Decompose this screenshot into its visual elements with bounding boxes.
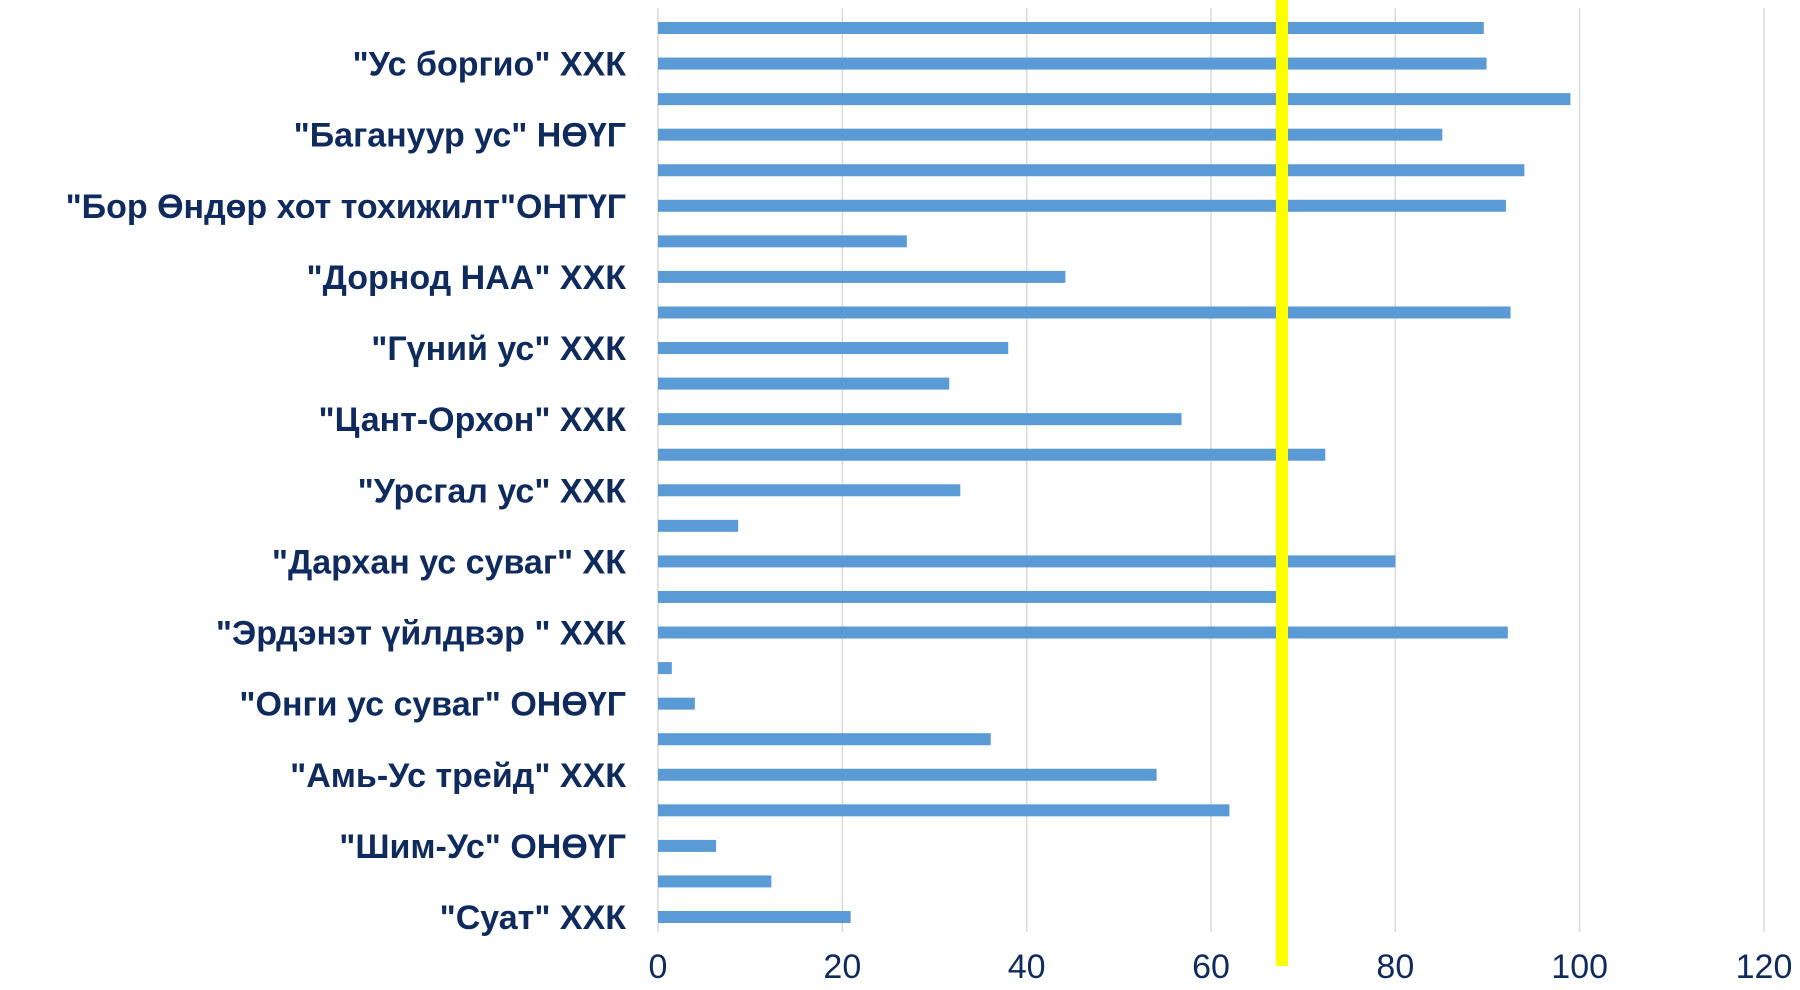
bar [658,768,1157,781]
bars [658,22,1571,923]
bar [658,590,1288,603]
bar [658,484,961,497]
category-label: "Дорнод НАА" ХХК [306,259,626,297]
x-tick-label: 80 [1376,948,1414,986]
bar [658,839,717,852]
x-tick-label: 0 [649,948,668,986]
category-label: "Суат" ХХК [440,899,627,937]
bar [658,519,739,532]
category-label: "Багануур ус" НӨҮГ [294,117,626,155]
category-label: "Гүний ус" ХХК [371,330,626,368]
bar [658,804,1230,817]
bar [658,199,1506,212]
category-label: "Амь-Ус трейд" ХХК [290,757,626,795]
bar [658,626,1508,639]
bar [658,342,1009,355]
bar [658,911,851,923]
bar [658,377,950,390]
bar [658,413,1182,426]
bar [658,93,1571,106]
bar [658,306,1511,319]
category-label: "Дархан ус суваг" ХК [272,543,626,581]
bar [658,448,1326,461]
bar [658,235,907,248]
x-tick-label: 20 [823,948,861,986]
bar [658,733,991,746]
x-tick-label: 40 [1008,948,1046,986]
bar [658,22,1484,34]
category-label: "Бор Өндөр хот тохижилт"ОНТҮГ [66,188,626,226]
category-label: "Онги ус суваг" ОНӨҮГ [239,686,626,724]
category-label: "Шим-Ус" ОНӨҮГ [339,828,626,866]
x-tick-labels: 0 20 40 60 80 100 120 [649,948,1793,986]
category-label: "Урсгал ус" ХХК [358,472,627,510]
x-tick-label: 120 [1736,948,1793,986]
bar [658,57,1487,70]
bar [658,875,772,888]
category-label: "Цант-Орхон" ХХК [319,401,627,439]
category-label: "Эрдэнэт үйлдвэр " ХХК [216,615,626,653]
bar [658,697,695,710]
category-label: "Ус боргио" ХХК [352,46,626,84]
bar [658,128,1443,141]
bar [658,662,672,675]
category-labels: "Ус боргио" ХХК "Багануур ус" НӨҮГ "Бор Өн… [66,46,627,937]
bar [658,270,1066,283]
gridlines [657,8,1765,932]
bar [658,164,1525,177]
bar [658,555,1396,568]
x-tick-label: 60 [1192,948,1230,986]
x-tick-label: 100 [1551,948,1608,986]
